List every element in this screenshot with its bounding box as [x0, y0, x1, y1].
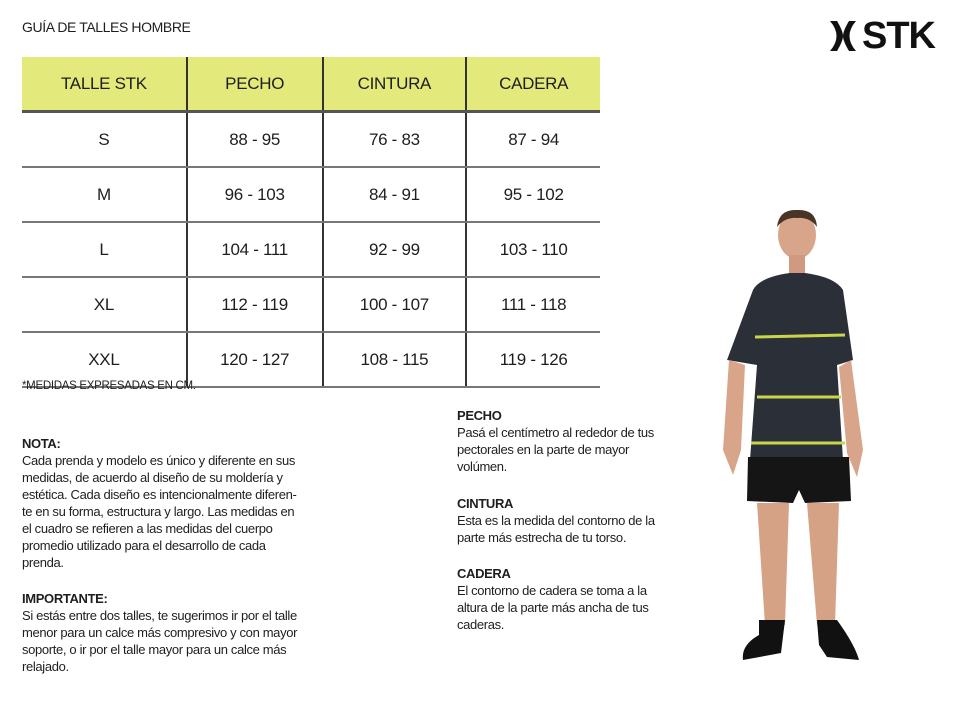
size-cell: L: [22, 222, 187, 278]
measure-cell: 111 - 118: [465, 277, 600, 333]
pecho-heading: PECHO: [457, 408, 502, 423]
table-row: M 96 - 103 84 - 91 95 - 102: [22, 167, 600, 223]
importante-section: IMPORTANTE: Si estás entre dos talles, t…: [22, 590, 297, 675]
column-header: CINTURA: [321, 57, 467, 113]
cadera-text-line: altura de la parte más ancha de tus: [457, 600, 649, 615]
measure-cell: 87 - 94: [465, 111, 600, 168]
measure-cell: 119 - 126: [465, 332, 600, 388]
pecho-text-line: pectorales en la parte de mayor: [457, 442, 629, 457]
footnote: *MEDIDAS EXPRESADAS EN CM.: [22, 380, 196, 392]
size-table: TALLE STK PECHO CINTURA CADERA S 88 - 95 7…: [22, 57, 600, 388]
cintura-heading: CINTURA: [457, 496, 514, 511]
column-header: PECHO: [185, 57, 323, 113]
measure-cell: 84 - 91: [321, 167, 467, 223]
model-photo: [723, 209, 863, 660]
logo-text: STK: [862, 15, 936, 57]
measure-cell: 120 - 127: [185, 332, 323, 388]
cintura-section: CINTURA Esta es la medida del contorno d…: [457, 495, 655, 546]
column-header: CADERA: [465, 57, 600, 113]
measure-cell: 108 - 115: [321, 332, 467, 388]
stk-x-icon: [830, 21, 856, 51]
size-cell: M: [22, 167, 187, 223]
nota-text-line: prenda.: [22, 555, 64, 570]
table-row: S 88 - 95 76 - 83 87 - 94: [22, 111, 600, 168]
nota-text-line: promedio utilizado para el desarrollo de…: [22, 538, 266, 553]
pecho-text-line: Pasá el centímetro al rededor de tus: [457, 425, 654, 440]
size-cell: XL: [22, 277, 187, 333]
nota-text-line: medidas, de acuerdo al diseño de su mold…: [22, 470, 283, 485]
cadera-heading: CADERA: [457, 566, 511, 581]
nota-section: NOTA: Cada prenda y modelo es único y di…: [22, 435, 297, 571]
pecho-section: PECHO Pasá el centímetro al rededor de t…: [457, 407, 654, 475]
measure-cell: 95 - 102: [465, 167, 600, 223]
size-cell: S: [22, 111, 187, 168]
measure-cell: 100 - 107: [321, 277, 467, 333]
nota-text-line: el cuadro se refieren a las medidas del …: [22, 521, 273, 536]
cintura-text-line: parte más estrecha de tu torso.: [457, 530, 627, 545]
importante-heading: IMPORTANTE:: [22, 591, 108, 606]
column-header: TALLE STK: [22, 57, 187, 113]
importante-text-line: relajado.: [22, 659, 69, 674]
cintura-text-line: Esta es la medida del contorno de la: [457, 513, 655, 528]
cadera-section: CADERA El contorno de cadera se toma a l…: [457, 565, 649, 633]
importante-text-line: menor para un calce más compresivo y con…: [22, 625, 298, 640]
measure-cell: 76 - 83: [321, 111, 467, 168]
cadera-text-line: caderas.: [457, 617, 505, 632]
table-row: XXL 120 - 127 108 - 115 119 - 126: [22, 332, 600, 388]
nota-text-line: estética. Cada diseño es intencionalment…: [22, 487, 297, 502]
nota-text-line: te en su forma, estructura y largo. Las …: [22, 504, 295, 519]
measure-cell: 96 - 103: [185, 167, 323, 223]
stk-logo: STK: [828, 15, 936, 57]
measure-cell: 103 - 110: [465, 222, 600, 278]
importante-text-line: soporte, o ir por el talle mayor para un…: [22, 642, 287, 657]
table-header-row: TALLE STK PECHO CINTURA CADERA: [22, 57, 600, 113]
measure-cell: 104 - 111: [185, 222, 323, 278]
cadera-text-line: El contorno de cadera se toma a la: [457, 583, 647, 598]
page-title: GUÍA DE TALLES HOMBRE: [22, 19, 191, 35]
pecho-text-line: volúmen.: [457, 459, 507, 474]
measure-cell: 92 - 99: [321, 222, 467, 278]
nota-heading: NOTA:: [22, 436, 61, 451]
table-row: XL 112 - 119 100 - 107 111 - 118: [22, 277, 600, 333]
measure-cell: 112 - 119: [185, 277, 323, 333]
importante-text-line: Si estás entre dos talles, te sugerimos …: [22, 608, 297, 623]
size-cell: XXL: [22, 332, 187, 388]
measure-cell: 88 - 95: [185, 111, 323, 168]
table-row: L 104 - 111 92 - 99 103 - 110: [22, 222, 600, 278]
nota-text-line: Cada prenda y modelo es único y diferent…: [22, 453, 295, 468]
